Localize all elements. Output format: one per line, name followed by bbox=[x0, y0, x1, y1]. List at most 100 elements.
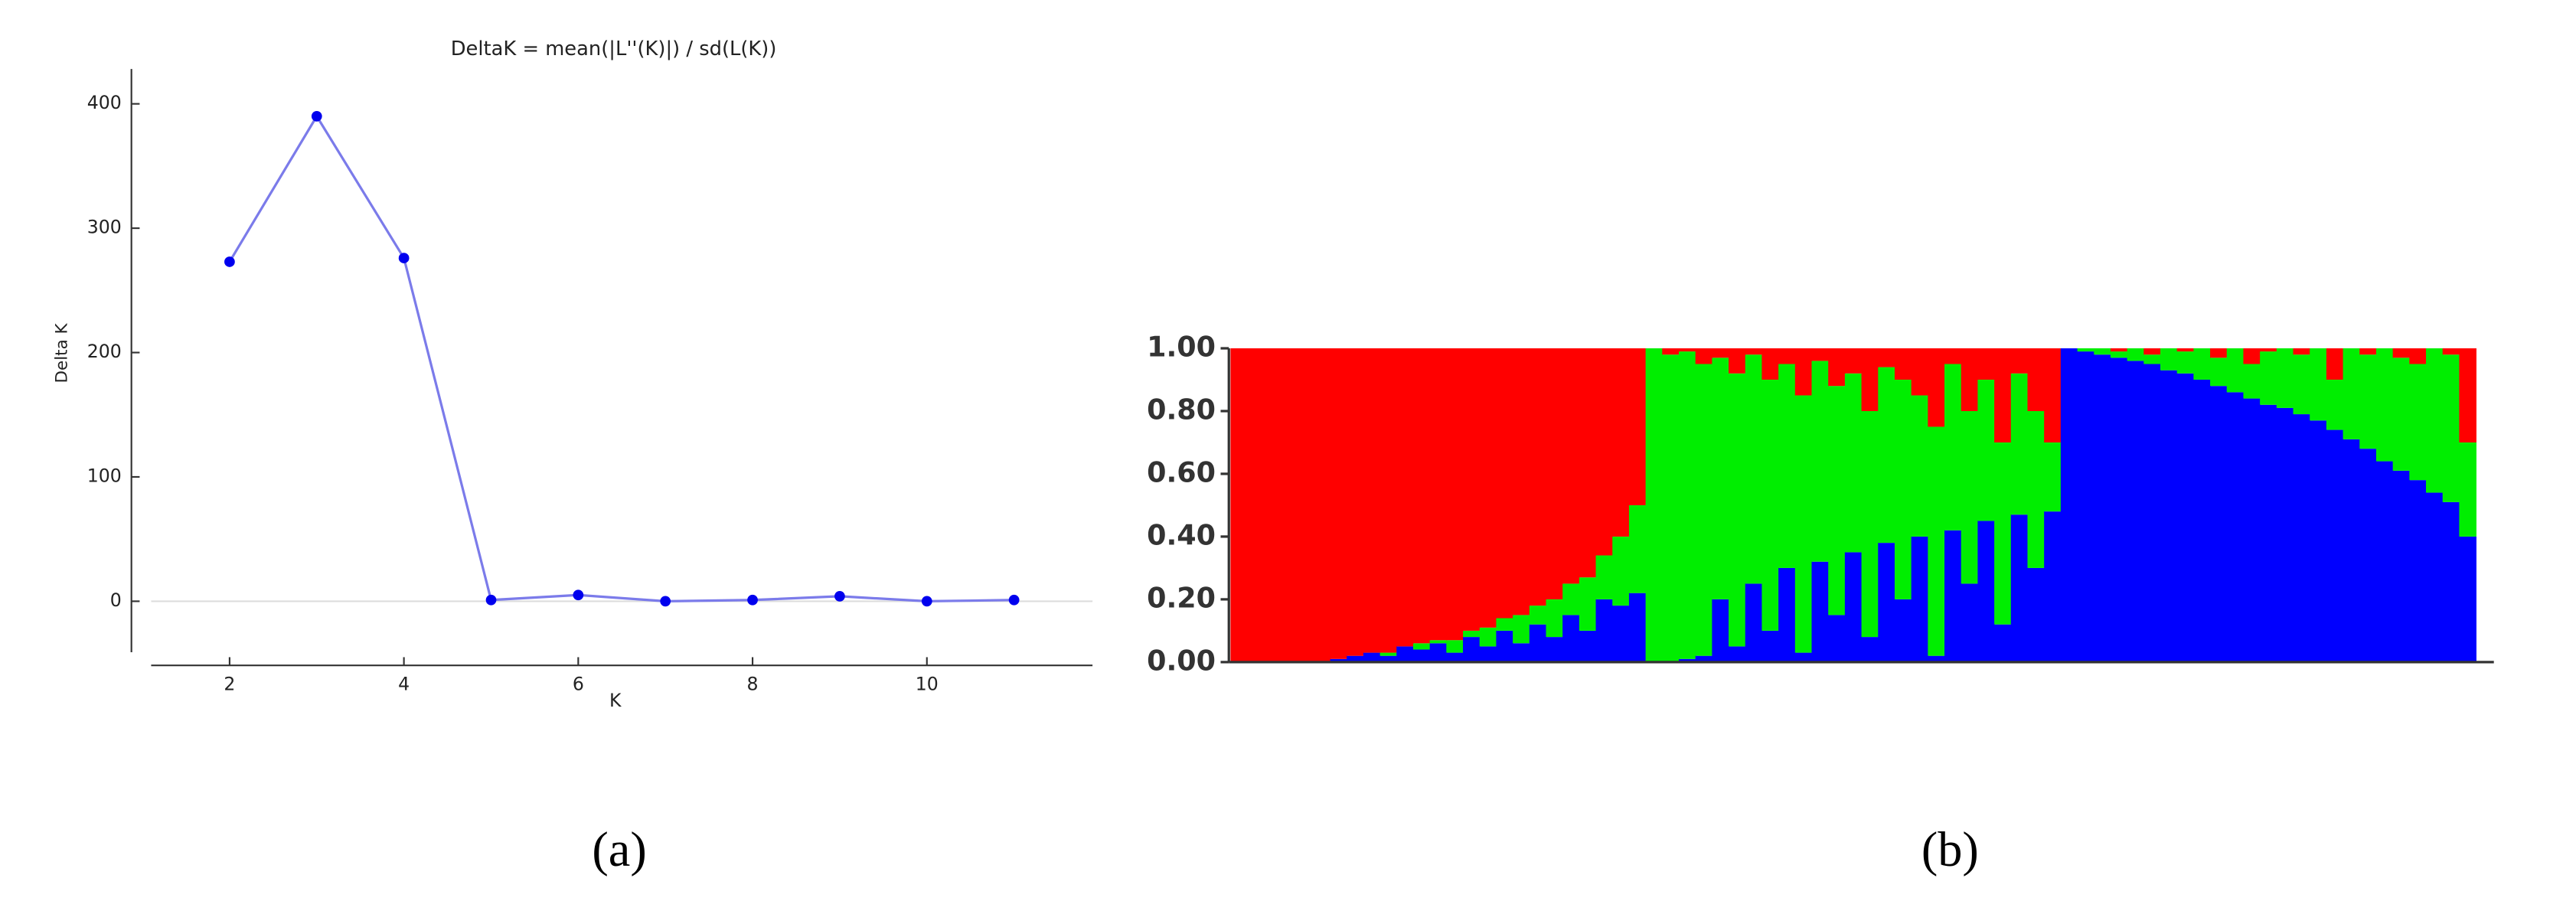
bar-segment bbox=[1712, 358, 1729, 599]
bar-segment bbox=[1794, 348, 1813, 396]
bar-segment bbox=[2010, 514, 2029, 662]
bar-segment bbox=[1961, 348, 1979, 411]
bar-segment bbox=[2160, 348, 2178, 371]
bar-segment bbox=[2359, 354, 2377, 449]
bar-segment bbox=[2310, 348, 2327, 421]
bar-segment bbox=[1828, 386, 1846, 615]
bar-segment bbox=[2060, 348, 2078, 662]
bar-segment bbox=[1612, 536, 1630, 606]
bar-segment bbox=[1778, 348, 1796, 364]
bar-segment bbox=[2226, 392, 2245, 662]
bar-segment bbox=[1463, 637, 1481, 662]
bar-segment bbox=[1446, 348, 1464, 641]
bar-segment bbox=[1628, 593, 1647, 662]
bar-segment bbox=[1944, 348, 1962, 364]
bar-segment bbox=[1595, 599, 1614, 662]
bar-segment bbox=[1496, 618, 1513, 631]
y-tick-label: 300 bbox=[87, 217, 122, 238]
bar-segment bbox=[2210, 386, 2228, 662]
bar-segment bbox=[2260, 348, 2277, 352]
bar-segment bbox=[1778, 364, 1796, 568]
bar-segment bbox=[1729, 373, 1746, 647]
bar-segment bbox=[1363, 348, 1381, 653]
bar-segment bbox=[2392, 470, 2411, 662]
bar-segment bbox=[1330, 348, 1348, 659]
chart-title: DeltaK = mean(|L''(K)|) / sd(L(K)) bbox=[451, 38, 777, 60]
bar-segment bbox=[1513, 348, 1530, 615]
x-tick-label: 2 bbox=[224, 673, 235, 694]
bar-segment bbox=[2260, 351, 2277, 405]
data-line bbox=[228, 113, 1014, 603]
bar-segment bbox=[1844, 552, 1863, 662]
y-axis-label: Delta K bbox=[53, 322, 72, 383]
bar-segment bbox=[2176, 348, 2195, 352]
bar-segment bbox=[2143, 354, 2161, 364]
bar-segment bbox=[2310, 420, 2327, 662]
bar-segment bbox=[1529, 624, 1547, 662]
bar-segment bbox=[1761, 379, 1779, 631]
bar-segment bbox=[1595, 348, 1614, 556]
bar-segment bbox=[2176, 373, 2195, 662]
bar-segment bbox=[1379, 348, 1398, 653]
y-tick-label: 1.00 bbox=[1147, 330, 1216, 363]
bar-segment bbox=[1794, 652, 1813, 662]
y-tick-label: 200 bbox=[87, 341, 122, 362]
bar-segment bbox=[1828, 615, 1846, 662]
bar-segment bbox=[2243, 398, 2261, 662]
bar-segment bbox=[2343, 439, 2361, 662]
bar-segment bbox=[2359, 449, 2377, 662]
bar-segment bbox=[1297, 348, 1314, 662]
bar-segment bbox=[1479, 627, 1497, 647]
bar-segment bbox=[1546, 599, 1564, 638]
bar-segment bbox=[1313, 348, 1331, 662]
bar-segment bbox=[2243, 348, 2261, 364]
bar-segment bbox=[2176, 351, 2195, 374]
bar-segment bbox=[1662, 354, 1680, 662]
bar-segment bbox=[2409, 364, 2427, 481]
bar-segment bbox=[2077, 351, 2095, 662]
bar-segment bbox=[2375, 461, 2394, 662]
bar-segment bbox=[1579, 630, 1597, 662]
y-tick-label: 0 bbox=[110, 589, 122, 611]
bar-segment bbox=[1645, 348, 1663, 662]
bar-segment bbox=[2442, 348, 2460, 355]
bar-segment bbox=[2293, 414, 2311, 662]
bar-segment bbox=[1745, 348, 1763, 355]
bar-segment bbox=[1911, 395, 1929, 537]
bar-segment bbox=[2027, 567, 2045, 662]
bar-segment bbox=[2409, 348, 2427, 364]
bar-segment bbox=[1496, 630, 1513, 662]
bar-segment bbox=[1861, 348, 1879, 411]
bar-segment bbox=[1562, 348, 1580, 584]
x-tick-label: 6 bbox=[573, 673, 584, 694]
bar-segment bbox=[1861, 410, 1879, 638]
bar-segment bbox=[2409, 480, 2427, 662]
bar-segment bbox=[1263, 348, 1281, 662]
bar-segment bbox=[2392, 358, 2411, 471]
bar-segment bbox=[2110, 348, 2128, 352]
bar-segment bbox=[1794, 395, 1813, 653]
data-point bbox=[311, 111, 322, 122]
bar-segment bbox=[2442, 354, 2460, 502]
bar-segment bbox=[2442, 501, 2460, 662]
bar-segment bbox=[2094, 354, 2111, 662]
bar-segment bbox=[2326, 379, 2344, 430]
bar-segment bbox=[1745, 583, 1763, 662]
bar-segment bbox=[2326, 348, 2344, 380]
data-point bbox=[485, 594, 497, 606]
bar-segment bbox=[1695, 348, 1713, 364]
bar-segment bbox=[1347, 348, 1364, 656]
bar-segment bbox=[1729, 348, 1746, 374]
bar-segment bbox=[1878, 367, 1895, 544]
bar-segment bbox=[1695, 655, 1713, 662]
bar-segment bbox=[1994, 624, 2012, 662]
bar-segment bbox=[1479, 646, 1497, 662]
bar-segment bbox=[1546, 637, 1564, 662]
x-tick-label: 4 bbox=[398, 673, 410, 694]
bar-segment bbox=[1944, 530, 1962, 662]
bar-segment bbox=[2143, 348, 2161, 355]
bar-segment bbox=[1844, 373, 1863, 553]
bar-segment bbox=[1928, 348, 1945, 427]
data-point bbox=[834, 591, 845, 602]
